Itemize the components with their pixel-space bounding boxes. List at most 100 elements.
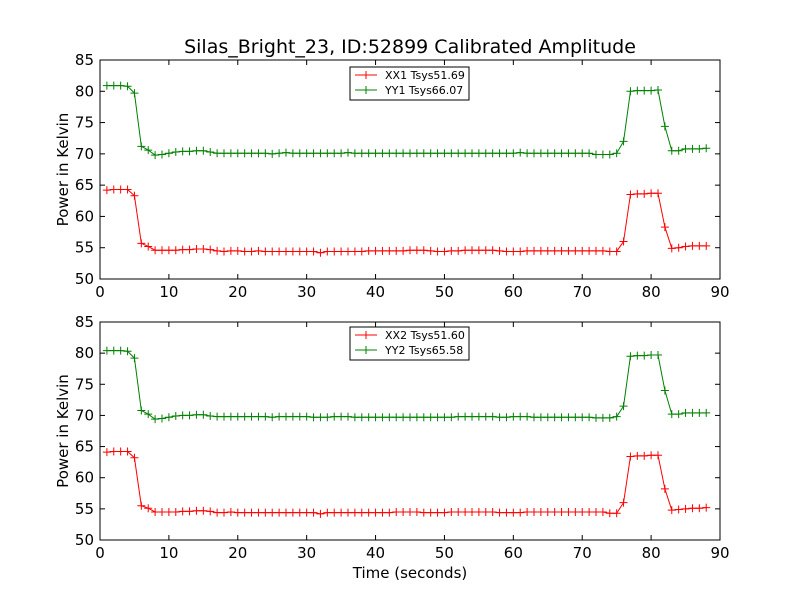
legend: XX2 Tsys51.60 YY2 Tsys65.58: [349, 326, 470, 361]
data-point-marker: [412, 413, 421, 422]
data-point-marker: [130, 89, 139, 98]
data-point-marker: [288, 508, 297, 517]
data-point-marker: [337, 247, 346, 256]
data-point-marker: [309, 149, 318, 158]
x-tick-label: 30: [297, 544, 316, 562]
data-point-marker: [330, 508, 339, 517]
data-point-marker: [412, 149, 421, 158]
series-2: [102, 81, 711, 160]
data-point-marker: [585, 413, 594, 422]
data-point-marker: [371, 413, 380, 422]
data-point-marker: [268, 149, 277, 158]
legend-label: XX2 Tsys51.60: [385, 329, 465, 342]
data-point-marker: [164, 507, 173, 516]
data-point-marker: [247, 508, 256, 517]
data-point-marker: [550, 507, 559, 516]
data-point-marker: [275, 412, 284, 421]
data-point-marker: [268, 413, 277, 422]
data-point-marker: [350, 149, 359, 158]
data-point-marker: [371, 149, 380, 158]
x-tick-label: 20: [228, 283, 247, 301]
x-tick-label: 10: [159, 283, 178, 301]
data-point-marker: [516, 247, 525, 256]
data-point-marker: [530, 507, 538, 516]
data-point-marker: [213, 508, 222, 517]
data-point-marker: [578, 246, 587, 255]
data-point-marker: [667, 146, 676, 155]
data-point-marker: [130, 191, 139, 200]
data-point-marker: [585, 507, 594, 516]
data-point-marker: [295, 412, 304, 421]
data-point-marker: [474, 412, 483, 421]
data-point-marker: [412, 246, 421, 255]
data-point-marker: [702, 241, 711, 250]
y-tick-label: 70: [75, 406, 94, 424]
data-point-marker: [378, 246, 387, 255]
data-point-marker: [123, 185, 132, 194]
data-point-marker: [605, 150, 614, 159]
data-point-marker: [461, 149, 470, 158]
data-point-marker: [378, 413, 387, 422]
data-point-marker: [461, 412, 470, 421]
data-point-marker: [192, 146, 201, 155]
x-tick-label: 30: [297, 283, 316, 301]
data-point-marker: [247, 247, 256, 256]
data-point-marker: [123, 347, 132, 356]
data-point-marker: [254, 246, 263, 255]
data-point-marker: [695, 408, 704, 417]
data-point-marker: [185, 245, 194, 254]
data-point-marker: [344, 148, 352, 157]
data-point-marker: [385, 246, 394, 255]
data-point-marker: [399, 246, 408, 255]
data-point-marker: [226, 246, 235, 255]
data-point-marker: [199, 146, 208, 155]
legend-box: [349, 66, 470, 101]
data-point-marker: [392, 246, 401, 255]
data-point-marker: [323, 413, 332, 422]
data-point-marker: [626, 190, 635, 199]
data-point-marker: [109, 185, 118, 194]
data-point-marker: [468, 507, 476, 516]
data-point-marker: [592, 246, 600, 255]
data-point-marker: [116, 447, 125, 456]
data-point-marker: [660, 386, 669, 395]
data-point-marker: [158, 414, 166, 423]
data-point-marker: [378, 149, 387, 158]
data-point-marker: [233, 412, 242, 421]
data-point-marker: [199, 506, 208, 515]
x-tick-label: 60: [504, 283, 523, 301]
data-point-marker: [144, 242, 153, 251]
x-tick-label: 20: [228, 544, 247, 562]
data-point-marker: [220, 412, 228, 421]
data-point-marker: [667, 410, 676, 419]
data-point-marker: [564, 507, 573, 516]
data-point-marker: [454, 507, 463, 516]
data-point-marker: [474, 246, 483, 255]
data-point-marker: [109, 81, 118, 90]
data-point-marker: [116, 185, 125, 194]
data-point-marker: [130, 354, 139, 363]
data-point-marker: [226, 507, 235, 516]
data-point-marker: [619, 402, 628, 411]
data-point-marker: [240, 149, 249, 158]
data-point-marker: [654, 86, 662, 95]
data-point-marker: [612, 412, 621, 421]
data-point-marker: [371, 246, 380, 255]
data-point-marker: [399, 507, 408, 516]
data-point-marker: [406, 149, 414, 158]
data-point-marker: [571, 149, 580, 158]
data-point-marker: [330, 247, 339, 256]
legend-label: YY2 Tsys65.58: [384, 344, 463, 357]
data-point-marker: [309, 247, 318, 256]
data-point-marker: [385, 413, 394, 422]
data-point-marker: [426, 246, 435, 255]
x-tick-label: 50: [435, 283, 454, 301]
data-point-marker: [323, 508, 332, 517]
x-tick-label: 60: [504, 544, 523, 562]
data-point-marker: [626, 452, 635, 461]
data-point-marker: [302, 412, 311, 421]
data-point-marker: [123, 82, 132, 91]
data-point-marker: [495, 413, 504, 422]
data-point-marker: [213, 149, 222, 158]
